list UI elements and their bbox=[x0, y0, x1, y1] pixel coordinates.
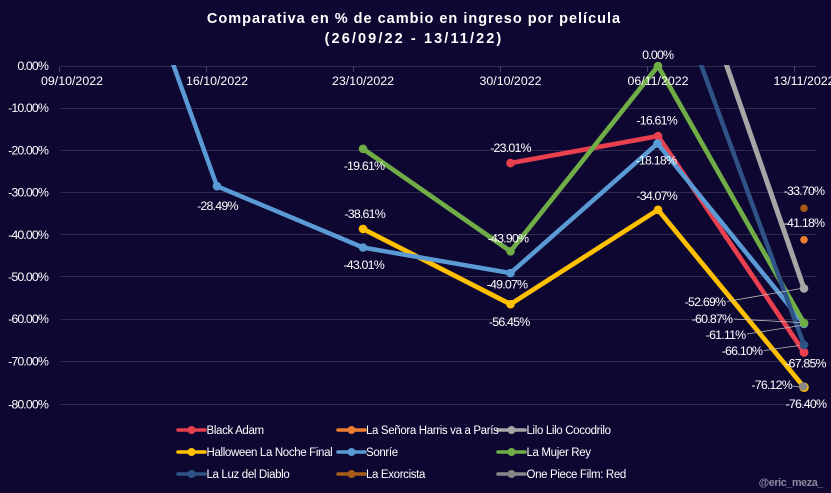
svg-text:-50.00%: -50.00% bbox=[8, 270, 49, 284]
svg-text:La Señora Harris va a París: La Señora Harris va a París bbox=[366, 425, 499, 437]
svg-text:-76.12%: -76.12% bbox=[751, 378, 792, 392]
svg-text:-28.49%: -28.49% bbox=[197, 199, 238, 213]
svg-text:-18.18%: -18.18% bbox=[636, 154, 677, 168]
svg-text:-66.10%: -66.10% bbox=[722, 344, 763, 358]
svg-text:-20.00%: -20.00% bbox=[8, 143, 49, 157]
svg-text:0.00%: 0.00% bbox=[642, 48, 674, 62]
svg-text:-43.90%: -43.90% bbox=[488, 232, 529, 246]
svg-text:Halloween La Noche Final: Halloween La Noche Final bbox=[207, 447, 333, 459]
svg-text:-52.69%: -52.69% bbox=[685, 295, 726, 309]
svg-text:-16.61%: -16.61% bbox=[636, 114, 677, 128]
svg-text:-70.00%: -70.00% bbox=[8, 354, 49, 368]
svg-text:-30.00%: -30.00% bbox=[8, 186, 49, 200]
svg-text:-33.70%: -33.70% bbox=[784, 184, 825, 198]
svg-text:Sonríe: Sonríe bbox=[366, 447, 398, 459]
svg-text:-60.00%: -60.00% bbox=[8, 312, 49, 326]
svg-text:La Luz del Diablo: La Luz del Diablo bbox=[207, 469, 290, 481]
svg-text:La Mujer Rey: La Mujer Rey bbox=[527, 447, 592, 459]
svg-text:-23.01%: -23.01% bbox=[490, 141, 531, 155]
svg-text:-67.85%: -67.85% bbox=[785, 357, 826, 371]
svg-text:06/11/2022: 06/11/2022 bbox=[627, 74, 688, 88]
svg-text:-60.87%: -60.87% bbox=[692, 312, 733, 326]
svg-text:09/10/2022: 09/10/2022 bbox=[41, 74, 103, 88]
svg-text:-40.00%: -40.00% bbox=[8, 228, 49, 242]
svg-text:16/10/2022: 16/10/2022 bbox=[186, 74, 248, 88]
svg-text:-34.07%: -34.07% bbox=[636, 189, 677, 203]
svg-text:Lilo Lilo Cocodrilo: Lilo Lilo Cocodrilo bbox=[527, 425, 611, 437]
svg-text:Comparativa en % de cambio en: Comparativa en % de cambio en ingreso po… bbox=[207, 11, 621, 27]
svg-text:One Piece Film: Red: One Piece Film: Red bbox=[527, 469, 626, 481]
svg-text:-49.07%: -49.07% bbox=[487, 278, 528, 292]
svg-text:30/10/2022: 30/10/2022 bbox=[479, 74, 541, 88]
svg-text:-41.18%: -41.18% bbox=[784, 216, 825, 230]
svg-text:-19.61%: -19.61% bbox=[344, 159, 385, 173]
svg-text:23/10/2022: 23/10/2022 bbox=[332, 74, 394, 88]
svg-text:-76.40%: -76.40% bbox=[786, 397, 827, 411]
svg-text:-10.00%: -10.00% bbox=[8, 101, 49, 115]
svg-text:(26/09/22 - 13/11/22): (26/09/22 - 13/11/22) bbox=[325, 31, 504, 47]
svg-text:-80.00%: -80.00% bbox=[8, 398, 49, 412]
svg-text:-61.11%: -61.11% bbox=[706, 328, 746, 342]
svg-text:0.00%: 0.00% bbox=[17, 59, 49, 73]
svg-text:-38.61%: -38.61% bbox=[344, 207, 385, 221]
svg-text:-56.45%: -56.45% bbox=[489, 315, 530, 329]
svg-text:Black Adam: Black Adam bbox=[207, 425, 264, 437]
svg-text:13/11/2022: 13/11/2022 bbox=[773, 74, 831, 88]
svg-text:-43.01%: -43.01% bbox=[343, 258, 384, 272]
svg-text:La Exorcista: La Exorcista bbox=[366, 469, 426, 481]
svg-text:@eric_meza_: @eric_meza_ bbox=[759, 477, 825, 489]
